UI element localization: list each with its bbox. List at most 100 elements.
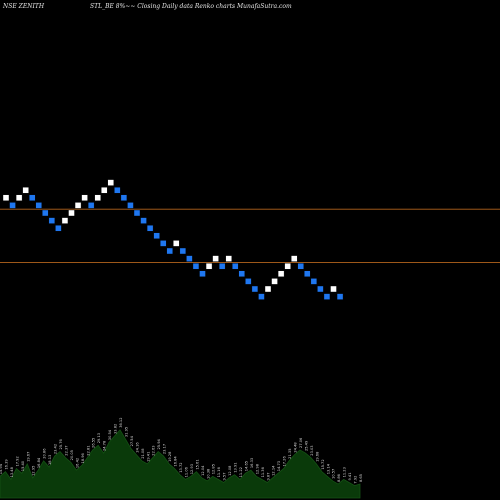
volume-label-55: 24.48 <box>294 442 298 453</box>
volume-label-16: 18.96 <box>81 452 85 463</box>
volume-label-25: 27.54 <box>130 435 134 446</box>
renko-brick-12 <box>74 202 82 209</box>
volume-label-30: 25.94 <box>157 438 161 449</box>
volume-label-63: 8.86 <box>337 473 341 482</box>
volume-label-4: 17.92 <box>15 456 19 466</box>
volume-label-50: 9.87 <box>266 472 270 480</box>
volume-label-31: 23.17 <box>163 444 167 454</box>
volume-label-64: 11.23 <box>343 467 347 477</box>
renko-brick-17 <box>107 179 115 186</box>
volume-label-40: 12.85 <box>212 464 216 474</box>
renko-brick-26 <box>166 247 173 255</box>
renko-brick-44 <box>284 263 291 270</box>
renko-brick-41 <box>264 285 272 293</box>
volume-label-56: 27.06 <box>299 437 303 448</box>
renko-brick-43 <box>277 270 285 277</box>
volume-label-60: 15.72 <box>321 459 325 469</box>
renko-brick-29 <box>186 255 193 262</box>
renko-brick-21 <box>133 209 141 217</box>
renko-brick-2 <box>9 202 16 209</box>
volume-label-47: 16.33 <box>250 458 254 468</box>
renko-brick-30 <box>192 263 200 270</box>
volume-label-61: 13.14 <box>326 463 330 474</box>
volume-label-36: 12.93 <box>190 464 194 474</box>
volume-label-26: 24.16 <box>135 442 139 453</box>
volume-label-51: 12.14 <box>272 465 276 476</box>
volume-label-58: 23.03 <box>310 445 314 455</box>
renko-brick-45 <box>291 255 298 262</box>
volume-label-7: 12.95 <box>32 466 36 476</box>
volume-label-53: 17.26 <box>283 456 287 467</box>
renko-brick-28 <box>179 247 187 255</box>
renko-brick-52 <box>336 293 344 300</box>
volume-label-41: 11.16 <box>217 466 221 477</box>
renko-brick-39 <box>251 285 259 293</box>
renko-brick-35 <box>225 255 232 262</box>
renko-brick-3 <box>15 194 23 202</box>
volume-label-1: 15.94 <box>0 463 3 474</box>
reference-lines <box>0 208 500 263</box>
volume-label-39: 10.38 <box>206 468 210 479</box>
renko-brick-22 <box>140 217 147 224</box>
volume-label-32: 19.28 <box>168 451 172 462</box>
volume-label-3: 13.48 <box>10 466 14 477</box>
volume-label-13: 22.37 <box>64 445 68 455</box>
volume-label-59: 19.68 <box>315 451 319 462</box>
renko-brick-51 <box>330 285 337 293</box>
renko-brick-5 <box>29 194 36 202</box>
chart-header-title: STL_BE 8%~~ Closing Daily data Renko cha… <box>90 3 292 10</box>
renko-brick-36 <box>232 263 239 270</box>
volume-label-65: 9.41 <box>348 472 352 480</box>
volume-label-12: 25.76 <box>59 438 63 449</box>
volume-label-20: 24.78 <box>103 440 107 451</box>
volume-label-27: 21.08 <box>141 448 145 459</box>
volume-label-37: 15.61 <box>195 459 199 469</box>
volume-label-22: 33.82 <box>114 424 118 434</box>
volume-label-57: 25.49 <box>304 440 308 451</box>
renko-brick-48 <box>310 278 318 285</box>
renko-brick-11 <box>68 209 75 217</box>
volume-label-46: 14.65 <box>244 461 248 471</box>
volume-label-35: 11.06 <box>184 466 188 477</box>
renko-brick-42 <box>271 278 278 285</box>
renko-brick-50 <box>323 293 331 300</box>
renko-brick-6 <box>35 202 42 209</box>
renko-brick-38 <box>245 278 252 285</box>
renko-brick-20 <box>127 202 134 209</box>
renko-brick-10 <box>61 217 69 224</box>
renko-bricks <box>2 179 344 300</box>
volume-label-2: 16.39 <box>4 459 8 470</box>
volume-label-5: 15.40 <box>21 460 25 471</box>
renko-brick-18 <box>114 186 121 194</box>
volume-label-62: 10.57 <box>332 469 336 479</box>
volume-label-11: 23.42 <box>54 444 58 454</box>
renko-brick-31 <box>199 270 206 277</box>
renko-brick-9 <box>55 224 62 232</box>
renko-brick-19 <box>120 194 128 202</box>
volume-label-49: 11.36 <box>261 466 265 477</box>
volume-label-42: 9.57 <box>223 472 227 480</box>
chart-header-symbol: NSE ZENITH <box>3 3 45 10</box>
volume-label-43: 12.08 <box>228 465 232 476</box>
renko-brick-27 <box>173 240 180 247</box>
volume-label-8: 16.84 <box>37 457 41 468</box>
volume-label-19: 29.13 <box>97 433 101 443</box>
volume-label-9: 20.86 <box>43 448 47 459</box>
renko-brick-34 <box>218 263 226 270</box>
volume-label-18: 26.55 <box>92 438 96 448</box>
renko-brick-49 <box>317 285 324 293</box>
volume-label-44: 13.91 <box>234 462 238 472</box>
renko-brick-13 <box>81 194 88 202</box>
volume-label-14: 20.05 <box>70 450 74 460</box>
volume-label-6: 19.67 <box>26 452 30 462</box>
volume-label-17: 22.81 <box>86 445 90 455</box>
volume-label-29: 22.63 <box>152 445 156 455</box>
volume-label-66: 7.92 <box>354 476 358 484</box>
renko-brick-40 <box>258 293 265 300</box>
volume-label-21: 30.54 <box>108 429 112 440</box>
renko-brick-47 <box>304 270 311 277</box>
renko-brick-15 <box>94 194 101 202</box>
volume-label-38: 12.04 <box>201 465 205 476</box>
renko-brick-16 <box>101 186 108 194</box>
